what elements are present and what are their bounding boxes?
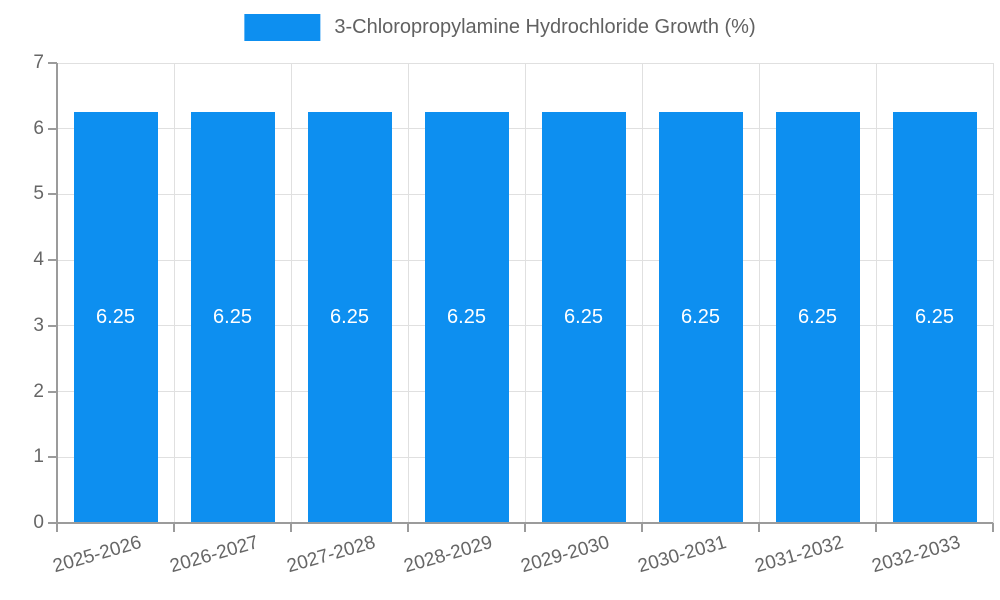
x-axis-tick-mark	[992, 523, 994, 532]
x-gridline	[173, 63, 175, 523]
y-axis-tick-mark	[48, 62, 57, 64]
y-axis-tick-label: 0	[33, 512, 44, 533]
chart-legend[interactable]: 3-Chloropropylamine Hydrochloride Growth…	[244, 14, 756, 41]
bar[interactable]	[73, 112, 158, 522]
bar[interactable]	[892, 112, 977, 522]
x-axis-tick-mark	[641, 523, 643, 532]
x-gridline	[641, 63, 643, 523]
x-axis-line	[57, 522, 993, 524]
bar[interactable]	[775, 112, 860, 522]
x-axis-tick-mark	[173, 523, 175, 532]
x-axis-tick-mark	[758, 523, 760, 532]
x-gridline	[875, 63, 877, 523]
bar-value-label: 6.25	[213, 305, 252, 328]
bar[interactable]	[424, 112, 509, 522]
bar-value-label: 6.25	[915, 305, 954, 328]
x-gridline	[758, 63, 760, 523]
bar[interactable]	[658, 112, 743, 522]
bar-value-label: 6.25	[798, 305, 837, 328]
y-axis-tick-label: 7	[33, 52, 44, 73]
x-axis-tick-mark	[290, 523, 292, 532]
y-axis-tick-label: 1	[33, 446, 44, 468]
x-axis-tick-mark	[56, 523, 58, 532]
x-gridline	[407, 63, 409, 523]
bar-value-label: 6.25	[96, 305, 135, 328]
bar-value-label: 6.25	[330, 305, 369, 328]
bar-value-label: 6.25	[681, 305, 720, 328]
y-axis-line	[56, 63, 58, 524]
x-axis-tick-mark	[407, 523, 409, 532]
legend-swatch-icon	[244, 14, 321, 41]
y-axis-tick-mark	[48, 193, 57, 196]
legend-label: 3-Chloropropylamine Hydrochloride Growth…	[334, 16, 756, 38]
y-axis-tick-label: 5	[33, 183, 44, 205]
bar[interactable]	[541, 112, 626, 522]
y-axis-tick-mark	[48, 456, 57, 459]
x-gridline	[524, 63, 526, 523]
bar[interactable]	[307, 112, 392, 522]
y-axis-tick-mark	[48, 259, 57, 262]
y-axis-tick-label: 6	[33, 117, 44, 139]
y-axis-tick-mark	[48, 127, 57, 130]
bar-value-label: 6.25	[447, 305, 486, 328]
y-axis-tick-mark	[48, 522, 57, 524]
bar[interactable]	[190, 112, 275, 522]
x-gridline	[992, 63, 994, 523]
y-axis-tick-mark	[48, 324, 57, 327]
x-gridline	[290, 63, 292, 523]
x-axis-tick-mark	[875, 523, 877, 532]
bar-value-label: 6.25	[564, 305, 603, 328]
y-axis-tick-label: 4	[33, 249, 44, 271]
y-axis-tick-label: 2	[33, 380, 44, 402]
y-axis-tick-mark	[48, 390, 57, 393]
y-axis-tick-label: 3	[33, 314, 44, 336]
x-axis-tick-mark	[524, 523, 526, 532]
